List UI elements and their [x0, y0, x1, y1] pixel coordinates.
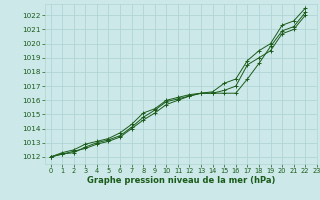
X-axis label: Graphe pression niveau de la mer (hPa): Graphe pression niveau de la mer (hPa) — [87, 176, 275, 185]
